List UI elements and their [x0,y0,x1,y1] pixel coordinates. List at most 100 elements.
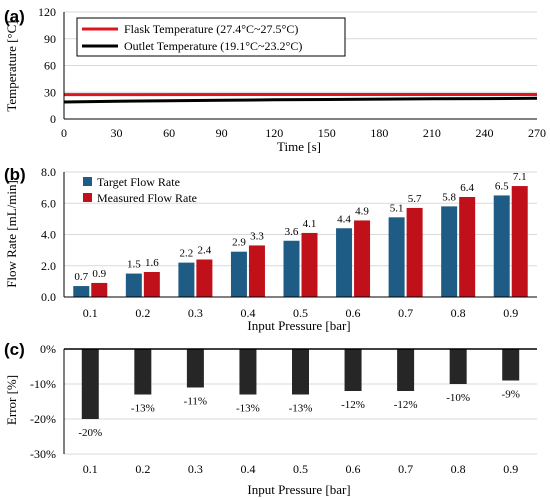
panel-c-axes [63,348,537,454]
bar-measured-flow-rate [91,282,108,297]
panel-b-x-tick-label: 0.6 [346,306,361,320]
panel-a-x-tick-label: 120 [265,126,283,140]
panel-b-data-label: 4.4 [337,213,351,225]
panel-a-y-tick-label: 90 [44,32,56,46]
bar-target-flow-rate [336,228,353,297]
panel-c-data-label: -11% [184,396,207,408]
panel-label-b: (b) [4,165,26,184]
panel-c-y-tick-label: -30% [30,447,56,461]
panel-a-x-tick-label: 240 [475,126,493,140]
panel-c-y-tick-label: -10% [30,377,56,391]
panel-b-y-tick-label: 2.0 [41,259,56,273]
panel-b-data-label: 5.7 [408,193,422,205]
panel-c-data-label: -13% [289,403,313,415]
panel-b-y-tick-label: 8.0 [41,165,56,179]
panel-a-x-tick-label: 210 [423,126,441,140]
panel-a-y-tick-label: 60 [44,59,56,73]
panel-b-data-label: 6.4 [460,182,474,194]
bar-measured-flow-rate [459,197,476,297]
bar-error [344,349,362,391]
bar-error [502,349,520,381]
panel-b-data-labels: 0.7 0.9 1.5 1.6 2.2 2.4 2.9 3.3 3.6 4.1 4.4 4.9 5.1 5… [74,171,526,283]
panel-c-data-label: -9% [502,389,520,401]
bar-target-flow-rate [441,206,458,297]
legend-swatch-measured-flow-rate [83,193,92,202]
bar-target-flow-rate [73,286,90,297]
panel-b-data-label: 2.4 [198,245,212,257]
panel-a-x-tick-label: 30 [111,126,123,140]
panel-a-y-tick-label: 0 [50,112,56,126]
panel-b-x-tick-label: 0.9 [503,306,518,320]
bar-measured-flow-rate [196,259,213,297]
panel-a-x-tick-label: 150 [318,126,336,140]
panel-b-x-axis-label: Input Pressure [bar] [247,318,350,333]
bar-target-flow-rate [283,240,300,297]
panel-c-data-label: -12% [341,399,365,411]
bar-target-flow-rate [125,273,142,297]
bar-measured-flow-rate [406,207,423,297]
panel-c-y-axis-label: Error [%] [4,375,19,425]
panel-c-x-tick-label: 0.4 [240,462,255,476]
panel-b-x-tick-label: 0.4 [240,306,255,320]
panel-b-data-label: 3.6 [285,226,299,238]
panel-b-data-label: 2.9 [232,237,246,249]
panel-c-bars [81,349,520,419]
panel-c-error-chart: (c) -20%-13%-11%-13% -13% -12% -12%-10% -9% … [4,340,537,497]
panel-a-tick-labels: 0 30 60 90 120 0 30 60 90 120 150 180 210 240 270 [38,5,546,140]
bar-measured-flow-rate [301,232,318,297]
panel-a-legend-box [76,17,346,57]
panel-b-data-label: 1.5 [127,259,141,271]
panel-b-axes [63,172,537,298]
panel-a-axes [63,12,537,120]
panel-b-data-label: 0.7 [74,271,88,283]
panel-b-y-axis-label: Flow Rate [mL/min] [4,180,19,288]
panel-b-x-tick-label: 0.3 [188,306,203,320]
panel-c-x-tick-label: 0.5 [293,462,308,476]
panel-b-x-tick-label: 0.5 [293,306,308,320]
panel-a-series-lines [63,93,538,104]
panel-c-data-label: -13% [236,403,260,415]
panel-a-x-tick-label: 60 [163,126,175,140]
panel-c-x-tick-label: 0.1 [83,462,98,476]
panel-b-data-label: 5.1 [390,202,404,214]
panel-a-x-axis-label: Time [s] [277,139,321,154]
legend-label-flask-temperature: Flask Temperature (27.4°C~27.5°C) [124,22,298,36]
panel-b-tick-labels: 0.0 2.0 4.0 6.0 8.0 0.1 0.2 0.3 0.4 0.5 0.6 0.7 0.8 0… [41,165,518,320]
legend-swatch-target-flow-rate [83,177,92,186]
panel-b-bars [73,186,528,297]
panel-c-data-label: -12% [394,399,418,411]
bar-target-flow-rate [178,262,195,297]
panel-label-a: (a) [4,7,25,26]
panel-b-y-tick-label: 0.0 [41,290,56,304]
panel-a-y-tick-label: 30 [44,85,56,99]
panel-a-y-axis-label: Temperature [°C] [4,20,19,111]
panel-c-x-tick-label: 0.3 [188,462,203,476]
panel-b-y-tick-label: 6.0 [41,196,56,210]
panel-a-legend: Flask Temperature (27.4°C~27.5°C) Outlet… [76,17,346,57]
panel-c-x-axis-label: Input Pressure [bar] [247,482,350,497]
panel-c-data-labels: -20% -13% -11% -13% -13% -12% -12% -10% -9% [78,389,520,440]
panel-b-data-label: 1.6 [145,257,159,269]
panel-c-data-label: -10% [446,392,470,404]
series-line-outlet-temperature [63,96,538,104]
panel-b-y-tick-label: 4.0 [41,228,56,242]
bar-measured-flow-rate [143,272,160,297]
bar-target-flow-rate [493,195,510,297]
panel-b-data-label: 4.9 [355,205,369,217]
bar-error [239,349,257,395]
panel-b-x-tick-label: 0.7 [398,306,413,320]
bar-error [81,349,99,419]
bar-error [449,349,467,384]
bar-error [292,349,309,395]
legend-label-target-flow-rate: Target Flow Rate [97,175,180,189]
panel-c-y-tick-label: 0% [40,342,56,356]
panel-b-x-tick-label: 0.8 [451,306,466,320]
panel-a-y-tick-label: 120 [38,5,56,19]
panel-b-gridlines [64,171,537,267]
panel-b-x-tick-label: 0.1 [83,306,98,320]
panel-b-data-label: 3.3 [250,230,264,242]
panel-c-data-label: -20% [78,427,102,439]
legend-label-measured-flow-rate: Measured Flow Rate [97,191,197,205]
